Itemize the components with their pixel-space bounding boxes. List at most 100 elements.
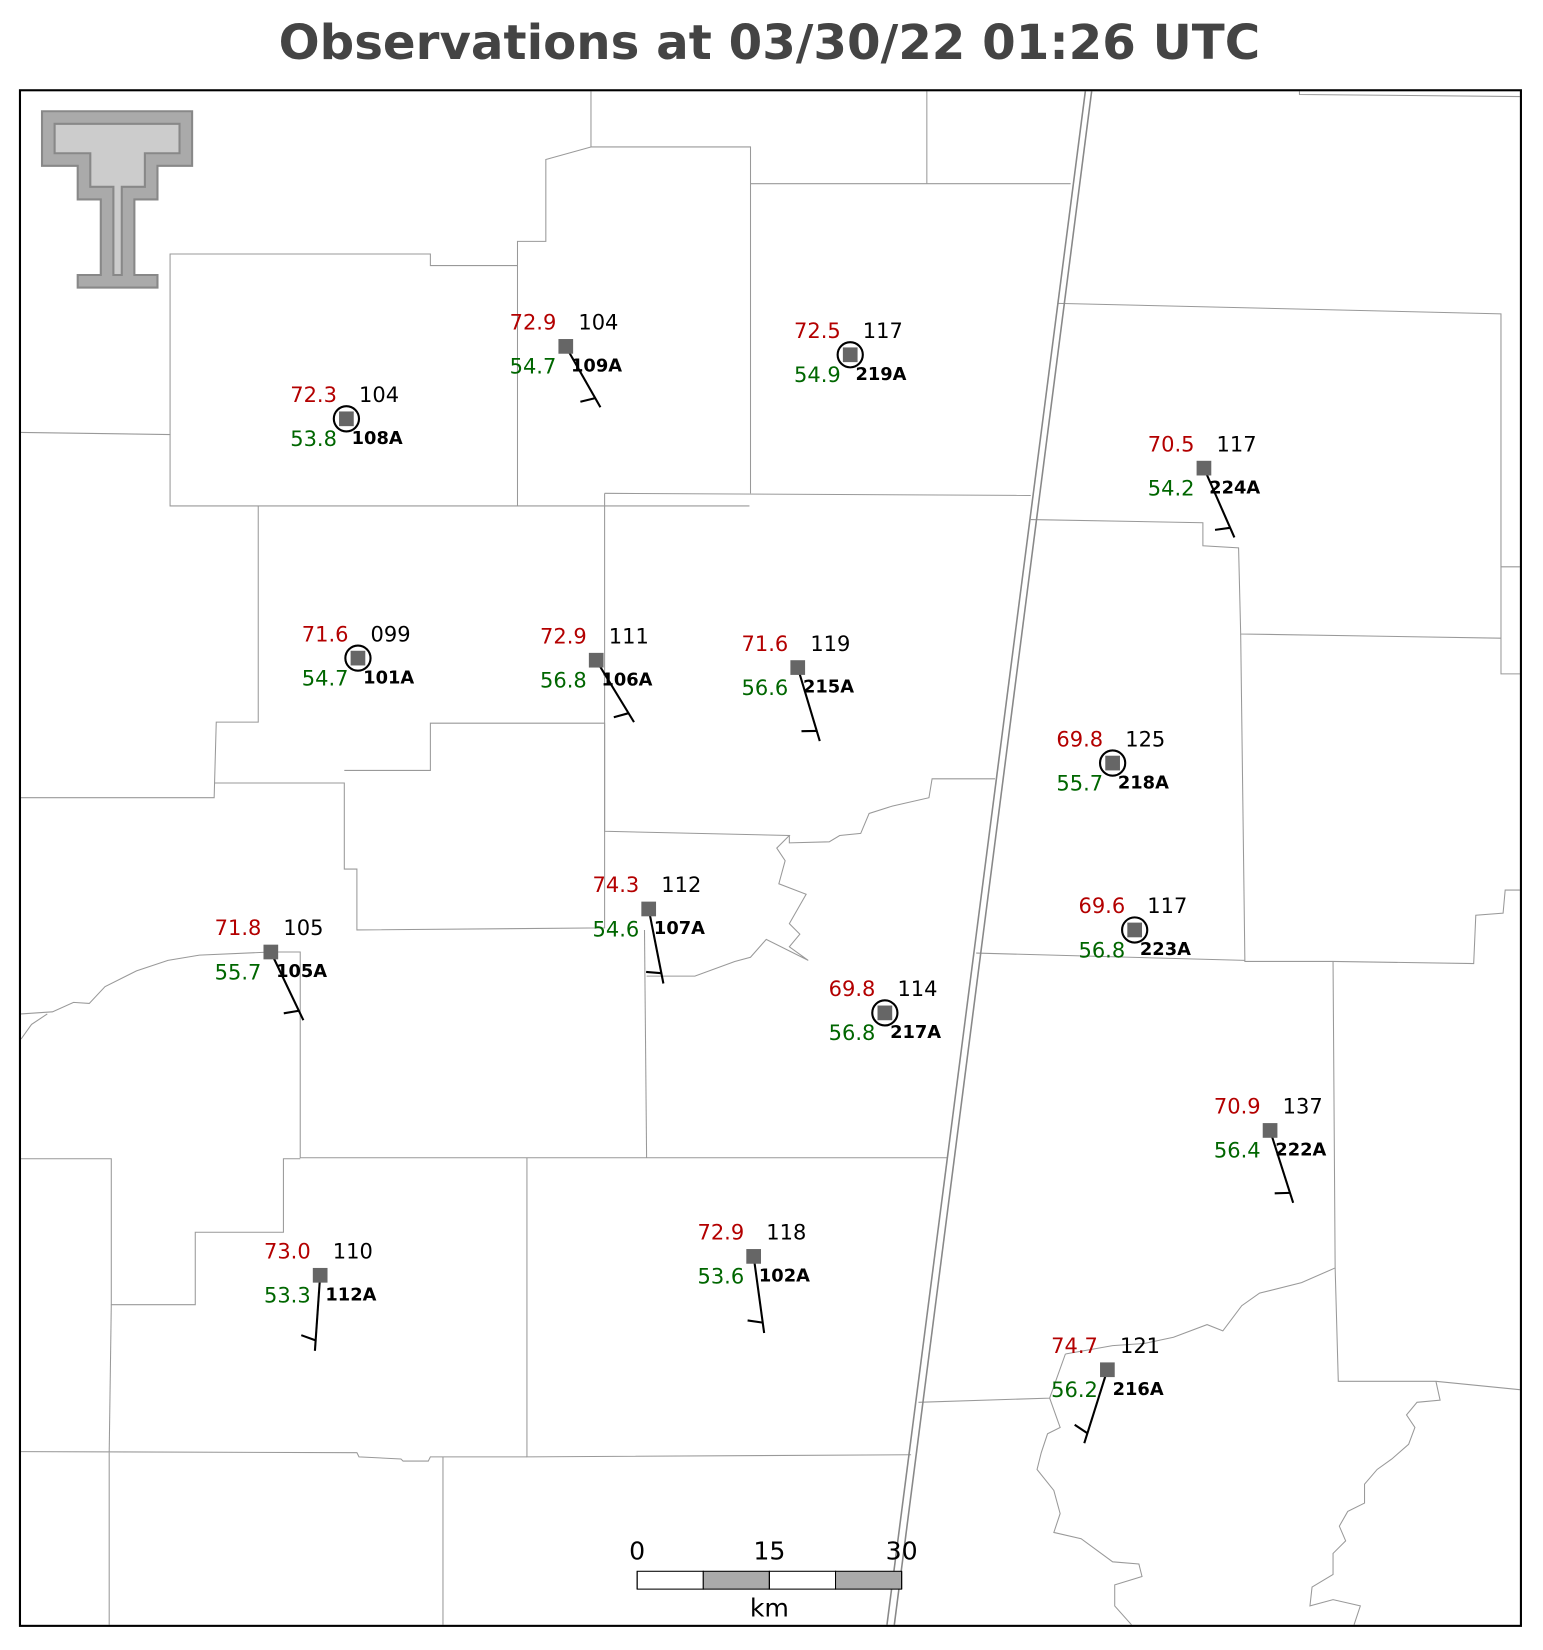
temperature: 70.9 xyxy=(1214,1095,1261,1119)
station-id: 102A xyxy=(759,1266,810,1287)
temperature: 72.9 xyxy=(540,624,587,648)
wind-barb xyxy=(613,712,629,719)
station-id: 216A xyxy=(1113,1379,1164,1400)
dewpoint: 54.7 xyxy=(302,666,349,690)
station-id: 112A xyxy=(325,1284,376,1305)
temperature: 72.9 xyxy=(697,1221,744,1245)
wind-staff xyxy=(269,951,305,1021)
dewpoint: 56.6 xyxy=(742,676,789,700)
wind-staff xyxy=(1269,1130,1295,1204)
station-id: 106A xyxy=(601,669,652,690)
wind-staff xyxy=(564,345,602,408)
pressure: 118 xyxy=(766,1221,806,1245)
temperature: 74.7 xyxy=(1051,1334,1098,1358)
wind-barb xyxy=(580,397,596,403)
scale-bar: km 0 15 30 xyxy=(629,1537,918,1623)
station-marker xyxy=(877,1005,893,1021)
pressure: 137 xyxy=(1283,1095,1323,1119)
station-id: 219A xyxy=(855,364,906,385)
wind-barb xyxy=(283,1009,300,1015)
temperature: 69.6 xyxy=(1078,894,1125,918)
pressure: 117 xyxy=(1217,432,1257,456)
dewpoint: 54.9 xyxy=(794,363,841,387)
dewpoint: 56.4 xyxy=(1214,1139,1261,1163)
pressure: 125 xyxy=(1125,727,1165,751)
stations: 72.3 104 53.8 108A 72.9 104 54.7 109A 72.5 117 54.… xyxy=(215,311,1327,1444)
temperature: 70.5 xyxy=(1148,432,1195,456)
calm-circle xyxy=(1121,916,1149,944)
temperature: 71.6 xyxy=(302,622,349,646)
scale-tick-label: 15 xyxy=(753,1537,785,1566)
station-marker xyxy=(1127,922,1143,938)
map-frame xyxy=(18,89,1522,1627)
station-id: 109A xyxy=(571,356,622,377)
station-id: 218A xyxy=(1118,772,1169,793)
dewpoint: 55.7 xyxy=(1056,771,1103,795)
dewpoint: 54.6 xyxy=(593,917,640,941)
wind-staff xyxy=(313,1275,322,1351)
station-id: 105A xyxy=(276,961,327,982)
temperature: 72.9 xyxy=(510,311,557,335)
station-id: 215A xyxy=(803,677,854,698)
dewpoint: 53.3 xyxy=(264,1284,311,1308)
pressure: 117 xyxy=(863,319,903,343)
station-marker xyxy=(1196,460,1212,476)
pressure: 111 xyxy=(609,624,649,648)
wind-barb xyxy=(646,970,662,975)
pressure: 117 xyxy=(1147,894,1187,918)
station-id: 223A xyxy=(1140,939,1191,960)
station-marker xyxy=(312,1267,328,1283)
temperature: 69.8 xyxy=(1056,727,1103,751)
scale-unit: km xyxy=(750,1593,789,1622)
station-id: 224A xyxy=(1209,477,1260,498)
temperature: 69.8 xyxy=(829,977,876,1001)
calm-circle xyxy=(332,405,361,433)
dewpoint: 53.8 xyxy=(290,427,337,451)
dewpoint: 53.6 xyxy=(697,1265,744,1289)
wind-barb xyxy=(747,1319,763,1324)
station-marker xyxy=(1100,1362,1115,1378)
station-marker xyxy=(641,901,657,917)
pressure: 104 xyxy=(359,383,399,407)
wind-barb xyxy=(300,1334,317,1342)
temperature: 74.3 xyxy=(593,873,640,897)
temperature: 72.5 xyxy=(794,319,841,343)
calm-circle xyxy=(344,644,372,672)
wind-staff xyxy=(647,908,665,984)
dewpoint: 55.7 xyxy=(215,960,262,984)
scale-tick-label: 30 xyxy=(886,1537,918,1566)
dewpoint: 54.7 xyxy=(510,355,557,379)
calm-circle xyxy=(1098,749,1127,777)
station-id: 101A xyxy=(363,667,414,688)
scale-tick-label: 0 xyxy=(629,1537,645,1566)
pressure: 119 xyxy=(810,632,850,656)
dewpoint: 56.2 xyxy=(1051,1378,1098,1402)
dewpoint: 56.8 xyxy=(829,1021,876,1045)
station-marker xyxy=(339,411,354,427)
station-marker xyxy=(558,339,574,354)
pressure: 099 xyxy=(371,622,411,646)
station-marker xyxy=(263,944,279,960)
station-id: 107A xyxy=(654,918,705,939)
map-title: Observations at 03/30/22 01:26 UTC xyxy=(279,15,1261,71)
wind-barb xyxy=(1214,526,1231,531)
station-marker xyxy=(790,660,806,675)
county-lines xyxy=(20,91,1520,1626)
temperature: 72.3 xyxy=(290,383,337,407)
wind-staff xyxy=(1202,467,1236,538)
wind-staff xyxy=(752,1256,766,1334)
dewpoint: 54.2 xyxy=(1148,476,1195,500)
station-marker xyxy=(1105,755,1120,771)
station-id: 217A xyxy=(890,1022,941,1043)
wind-barb xyxy=(1074,1423,1089,1435)
station-marker xyxy=(746,1249,762,1264)
pressure: 105 xyxy=(283,916,323,940)
pressure: 110 xyxy=(333,1239,373,1263)
pressure: 121 xyxy=(1120,1334,1160,1358)
calm-circle xyxy=(836,341,864,369)
temperature: 73.0 xyxy=(264,1239,311,1263)
station-marker xyxy=(588,652,604,668)
dewpoint: 56.8 xyxy=(540,669,587,693)
state-line xyxy=(886,91,1093,1625)
station-id: 222A xyxy=(1275,1140,1326,1161)
